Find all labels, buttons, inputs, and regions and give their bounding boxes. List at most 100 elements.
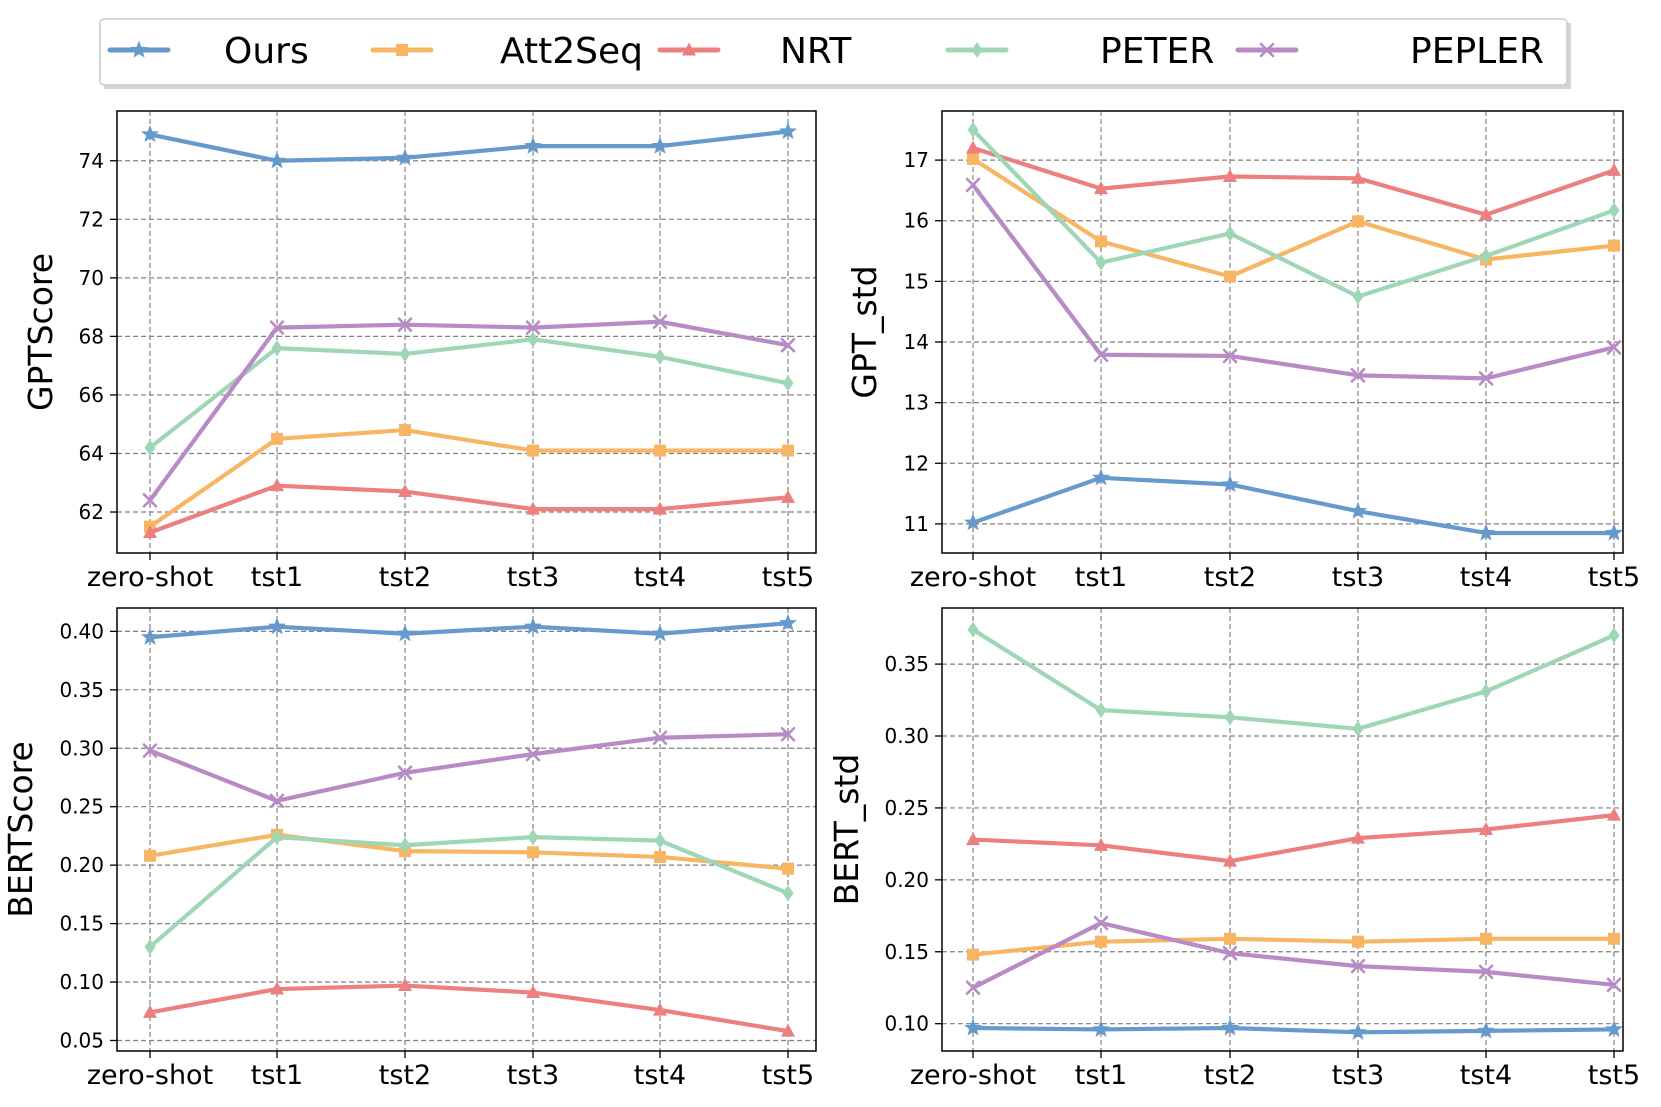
series-line-pepler (147, 319, 791, 503)
data-point-pepler-tst2 (1222, 945, 1238, 961)
data-point-nrt-tst4 (1479, 207, 1493, 221)
data-point-att2seq-tst3 (527, 846, 539, 859)
ytick-label-5: 16 (904, 209, 929, 233)
series-pepler (965, 915, 1622, 996)
data-point-nrt-tst5 (1607, 162, 1621, 176)
panel-bert-std: 0.10 0.15 0.20 0.25 0.30 0.35 zero-shot tst1 tst… (827, 607, 1640, 1091)
ytick-label-2: 13 (904, 391, 929, 415)
xtick-label-tst2: tst2 (379, 1060, 431, 1091)
ytick-label-4: 0.30 (884, 724, 929, 748)
data-point-nrt-zero-shot (143, 1004, 157, 1018)
data-point-nrt-tst4 (1479, 822, 1493, 835)
series-nrt (966, 140, 1621, 221)
data-point-pepler-tst2 (397, 765, 413, 781)
data-point-peter-tst4 (654, 832, 666, 849)
series-line-nrt (147, 483, 791, 535)
data-point-nrt-tst2 (398, 484, 412, 498)
data-point-pepler-tst3 (1350, 368, 1366, 383)
xtick-label-tst1: tst1 (251, 1060, 303, 1091)
legend-label-att2seq: Att2Seq (500, 31, 643, 72)
series-peter (967, 621, 1620, 737)
y-axis-title-gptscore: GPTScore (21, 253, 60, 411)
y-axis-title-gpt-std: GPT_std (845, 265, 884, 398)
ytick-label-0: 62 (79, 500, 104, 524)
xtick-label-tst1: tst1 (1075, 562, 1127, 593)
legend-entry-peter: PETER (945, 31, 1214, 72)
series-line-peter (147, 337, 791, 450)
data-point-pepler-tst3 (525, 746, 541, 762)
data-point-att2seq-tst5 (1608, 932, 1620, 945)
data-point-pepler-zero-shot (965, 980, 981, 996)
data-point-peter-tst4 (1480, 683, 1492, 700)
data-point-att2seq-tst5 (782, 862, 794, 875)
series-line-att2seq (970, 936, 1617, 957)
data-point-peter-tst1 (271, 829, 283, 846)
data-point-peter-tst1 (1095, 254, 1107, 271)
ytick-label-5: 0.35 (884, 652, 929, 676)
data-point-pepler-tst1 (1093, 347, 1109, 363)
data-point-peter-tst5 (782, 375, 794, 392)
data-point-nrt-tst4 (653, 501, 667, 515)
legend-marker-nrt (682, 42, 696, 56)
ytick-label-2: 0.20 (884, 868, 929, 892)
series-line-nrt (970, 813, 1617, 864)
series-line-nrt (147, 983, 791, 1034)
panel-bertscore-frame (116, 607, 817, 1052)
series-line-ours (970, 475, 1617, 536)
data-point-nrt-tst5 (1607, 807, 1621, 821)
y-axis-title-bertscore: BERTScore (1, 741, 40, 918)
xtick-label-tst3: tst3 (1332, 562, 1384, 593)
ytick-label-6: 17 (904, 148, 929, 172)
ytick-label-4: 70 (79, 266, 104, 290)
data-point-ours-tst4 (651, 624, 669, 642)
data-point-nrt-tst2 (1223, 168, 1237, 182)
data-point-ours-tst3 (1349, 1022, 1367, 1040)
series-pepler (965, 177, 1622, 386)
data-point-peter-zero-shot (144, 439, 156, 456)
data-point-peter-tst3 (527, 331, 539, 348)
data-point-ours-tst5 (779, 122, 797, 140)
xtick-label-tst2: tst2 (1204, 1060, 1256, 1091)
data-point-peter-zero-shot (144, 938, 156, 955)
ytick-label-3: 0.20 (59, 853, 104, 877)
series-nrt (143, 478, 795, 539)
series-line-att2seq (147, 832, 791, 871)
data-point-att2seq-tst2 (399, 424, 411, 437)
xtick-label-tst1: tst1 (1075, 1060, 1127, 1091)
ytick-label-2: 0.15 (59, 912, 104, 936)
data-point-pepler-tst5 (780, 726, 796, 742)
ytick-label-1: 0.10 (59, 970, 104, 994)
ytick-label-1: 64 (79, 441, 104, 465)
panel-gpt-std: 11 12 13 14 15 16 17 zero-shot tst1 tst2 tst3 tst4 t… (845, 110, 1640, 593)
series-att2seq (967, 932, 1620, 961)
xtick-label-tst1: tst1 (251, 562, 303, 593)
data-point-pepler-tst5 (780, 337, 796, 353)
data-point-att2seq-tst5 (782, 444, 794, 457)
legend-label-pepler: PEPLER (1410, 31, 1544, 72)
series-peter (144, 331, 794, 456)
data-point-nrt-zero-shot (966, 832, 980, 846)
xtick-label-zero-shot: zero-shot (87, 562, 213, 593)
data-point-pepler-zero-shot (142, 493, 158, 508)
data-point-peter-zero-shot (967, 621, 979, 638)
data-point-ours-tst2 (1221, 475, 1239, 493)
xtick-label-tst4: tst4 (1460, 1060, 1512, 1091)
xtick-label-tst5: tst5 (762, 1060, 814, 1091)
data-point-pepler-zero-shot (965, 177, 981, 193)
data-point-nrt-tst4 (653, 1002, 667, 1016)
data-point-ours-tst3 (1349, 501, 1367, 519)
data-point-att2seq-tst1 (271, 432, 283, 445)
series-nrt (143, 978, 795, 1037)
series-line-att2seq (970, 156, 1617, 279)
data-point-att2seq-zero-shot (967, 948, 979, 961)
y-axis-title-bert-std: BERT_std (827, 754, 866, 906)
series-line-pepler (147, 732, 791, 803)
series-ours (141, 122, 797, 169)
xtick-label-tst2: tst2 (1204, 562, 1256, 593)
series-line-nrt (970, 145, 1617, 217)
data-point-nrt-tst3 (1351, 830, 1365, 844)
data-point-ours-tst4 (1477, 1021, 1495, 1039)
legend-entry-att2seq: Att2Seq (370, 31, 643, 72)
legend-label-ours: Ours (224, 31, 309, 72)
